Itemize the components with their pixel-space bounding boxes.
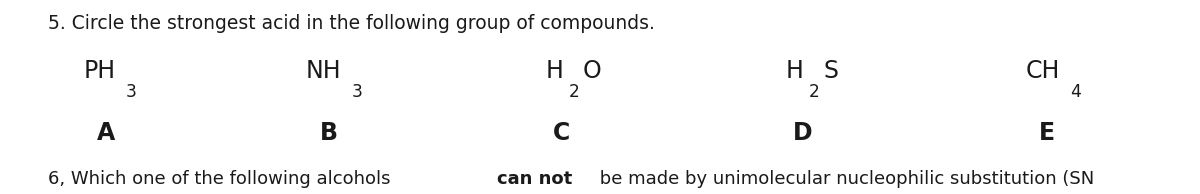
Text: 2: 2 (569, 83, 580, 101)
Text: PH: PH (84, 59, 116, 83)
Text: 2: 2 (809, 83, 820, 101)
Text: be made by unimolecular nucleophilic substitution (SN: be made by unimolecular nucleophilic sub… (594, 170, 1094, 188)
Text: 3: 3 (126, 83, 137, 101)
Text: H: H (546, 59, 564, 83)
Text: can not: can not (497, 170, 572, 188)
Text: CH: CH (1026, 59, 1061, 83)
Text: A: A (96, 121, 115, 145)
Text: H: H (786, 59, 804, 83)
Text: 3: 3 (352, 83, 362, 101)
Text: C: C (553, 121, 570, 145)
Text: E: E (1039, 121, 1056, 145)
Text: 4: 4 (1070, 83, 1081, 101)
Text: 6, Which one of the following alcohols: 6, Which one of the following alcohols (48, 170, 396, 188)
Text: 5. Circle the strongest acid in the following group of compounds.: 5. Circle the strongest acid in the foll… (48, 14, 655, 33)
Text: S: S (823, 59, 838, 83)
Text: D: D (793, 121, 812, 145)
Text: B: B (319, 121, 337, 145)
Text: O: O (583, 59, 602, 83)
Text: NH: NH (306, 59, 342, 83)
